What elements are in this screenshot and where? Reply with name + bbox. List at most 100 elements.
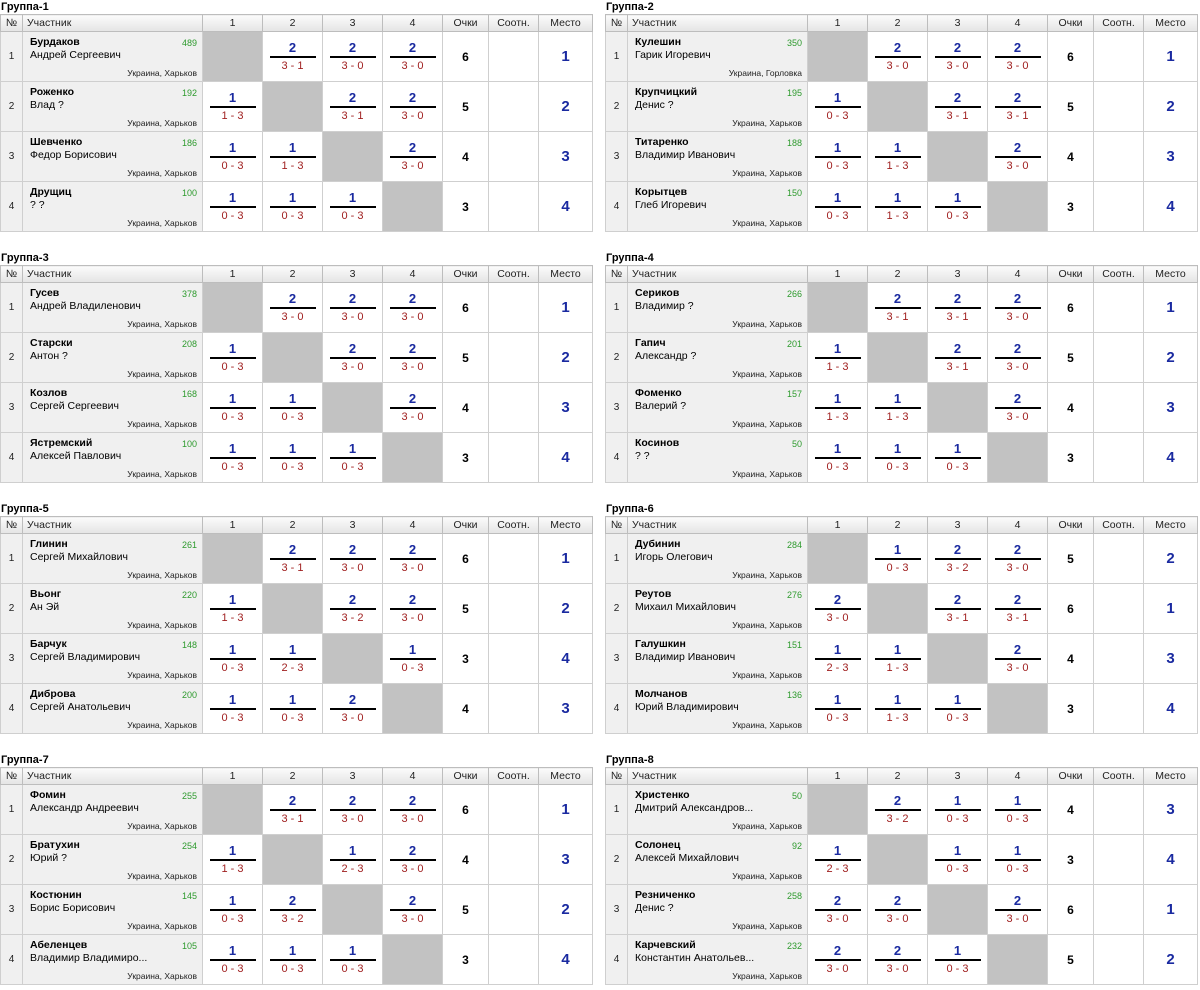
header-col-1[interactable]: 1 <box>807 265 868 283</box>
header-player[interactable]: Участник <box>627 265 808 283</box>
header-no[interactable]: № <box>0 516 23 534</box>
header-col-4[interactable]: 4 <box>987 516 1048 534</box>
header-col-4[interactable]: 4 <box>382 14 443 32</box>
header-ratio[interactable]: Соотн. <box>488 516 539 534</box>
header-ratio[interactable]: Соотн. <box>488 265 539 283</box>
header-player[interactable]: Участник <box>627 767 808 785</box>
player-surname[interactable]: Диброва <box>30 688 76 700</box>
header-player[interactable]: Участник <box>22 265 203 283</box>
header-place[interactable]: Место <box>1143 767 1198 785</box>
header-player[interactable]: Участник <box>22 767 203 785</box>
header-ratio[interactable]: Соотн. <box>1093 265 1144 283</box>
header-place[interactable]: Место <box>538 265 593 283</box>
header-no[interactable]: № <box>0 14 23 32</box>
player-surname[interactable]: Сериков <box>635 287 680 299</box>
header-points[interactable]: Очки <box>442 14 489 32</box>
header-col-1[interactable]: 1 <box>202 14 263 32</box>
header-place[interactable]: Место <box>538 516 593 534</box>
header-col-4[interactable]: 4 <box>382 516 443 534</box>
header-col-1[interactable]: 1 <box>807 14 868 32</box>
header-ratio[interactable]: Соотн. <box>1093 516 1144 534</box>
player-surname[interactable]: Ястремский <box>30 437 93 449</box>
header-no[interactable]: № <box>605 14 628 32</box>
player-surname[interactable]: Абеленцев <box>30 939 88 951</box>
header-no[interactable]: № <box>605 265 628 283</box>
header-col-3[interactable]: 3 <box>927 265 988 283</box>
header-no[interactable]: № <box>0 265 23 283</box>
header-col-2[interactable]: 2 <box>262 516 323 534</box>
header-col-4[interactable]: 4 <box>987 265 1048 283</box>
player-surname[interactable]: Молчанов <box>635 688 688 700</box>
header-place[interactable]: Место <box>538 767 593 785</box>
header-place[interactable]: Место <box>538 14 593 32</box>
header-col-4[interactable]: 4 <box>987 767 1048 785</box>
player-surname[interactable]: Старски <box>30 337 73 349</box>
player-surname[interactable]: Христенко <box>635 789 690 801</box>
header-col-3[interactable]: 3 <box>322 516 383 534</box>
player-surname[interactable]: Бурдаков <box>30 36 80 48</box>
header-points[interactable]: Очки <box>1047 14 1094 32</box>
header-col-1[interactable]: 1 <box>202 516 263 534</box>
header-player[interactable]: Участник <box>22 14 203 32</box>
header-col-4[interactable]: 4 <box>382 767 443 785</box>
header-points[interactable]: Очки <box>1047 516 1094 534</box>
header-points[interactable]: Очки <box>442 516 489 534</box>
header-col-3[interactable]: 3 <box>927 516 988 534</box>
player-surname[interactable]: Барчук <box>30 638 67 650</box>
header-ratio[interactable]: Соотн. <box>488 14 539 32</box>
header-points[interactable]: Очки <box>442 767 489 785</box>
header-col-3[interactable]: 3 <box>927 14 988 32</box>
header-points[interactable]: Очки <box>1047 767 1094 785</box>
header-col-2[interactable]: 2 <box>262 265 323 283</box>
header-place[interactable]: Место <box>1143 265 1198 283</box>
header-col-2[interactable]: 2 <box>867 265 928 283</box>
player-surname[interactable]: Титаренко <box>635 136 689 148</box>
player-surname[interactable]: Гусев <box>30 287 60 299</box>
player-surname[interactable]: Друщиц <box>30 186 72 198</box>
header-col-1[interactable]: 1 <box>202 767 263 785</box>
player-surname[interactable]: Козлов <box>30 387 68 399</box>
player-surname[interactable]: Галушкин <box>635 638 686 650</box>
header-col-3[interactable]: 3 <box>322 265 383 283</box>
player-surname[interactable]: Братухин <box>30 839 80 851</box>
header-col-1[interactable]: 1 <box>202 265 263 283</box>
player-surname[interactable]: Солонец <box>635 839 681 851</box>
header-col-3[interactable]: 3 <box>927 767 988 785</box>
player-surname[interactable]: Фоменко <box>635 387 682 399</box>
header-place[interactable]: Место <box>1143 516 1198 534</box>
player-surname[interactable]: Резниченко <box>635 889 696 901</box>
header-ratio[interactable]: Соотн. <box>1093 767 1144 785</box>
header-ratio[interactable]: Соотн. <box>488 767 539 785</box>
header-no[interactable]: № <box>0 767 23 785</box>
player-surname[interactable]: Вьонг <box>30 588 62 600</box>
header-player[interactable]: Участник <box>627 516 808 534</box>
header-col-3[interactable]: 3 <box>322 767 383 785</box>
header-points[interactable]: Очки <box>442 265 489 283</box>
player-surname[interactable]: Глинин <box>30 538 68 550</box>
player-surname[interactable]: Гапич <box>635 337 666 349</box>
header-col-2[interactable]: 2 <box>262 767 323 785</box>
header-col-4[interactable]: 4 <box>382 265 443 283</box>
player-surname[interactable]: Карчевский <box>635 939 696 951</box>
header-no[interactable]: № <box>605 516 628 534</box>
player-surname[interactable]: Фомин <box>30 789 66 801</box>
header-ratio[interactable]: Соотн. <box>1093 14 1144 32</box>
header-points[interactable]: Очки <box>1047 265 1094 283</box>
player-surname[interactable]: Роженко <box>30 86 75 98</box>
player-surname[interactable]: Костюнин <box>30 889 82 901</box>
header-player[interactable]: Участник <box>22 516 203 534</box>
header-col-2[interactable]: 2 <box>867 516 928 534</box>
player-surname[interactable]: Реутов <box>635 588 672 600</box>
player-surname[interactable]: Шевченко <box>30 136 83 148</box>
player-surname[interactable]: Крупчицкий <box>635 86 698 98</box>
header-col-1[interactable]: 1 <box>807 516 868 534</box>
header-col-2[interactable]: 2 <box>867 767 928 785</box>
header-col-2[interactable]: 2 <box>262 14 323 32</box>
header-col-2[interactable]: 2 <box>867 14 928 32</box>
player-surname[interactable]: Дубинин <box>635 538 681 550</box>
player-surname[interactable]: Корытцев <box>635 186 688 198</box>
header-col-4[interactable]: 4 <box>987 14 1048 32</box>
player-surname[interactable]: Косинов <box>635 437 680 449</box>
player-surname[interactable]: Кулешин <box>635 36 682 48</box>
header-no[interactable]: № <box>605 767 628 785</box>
